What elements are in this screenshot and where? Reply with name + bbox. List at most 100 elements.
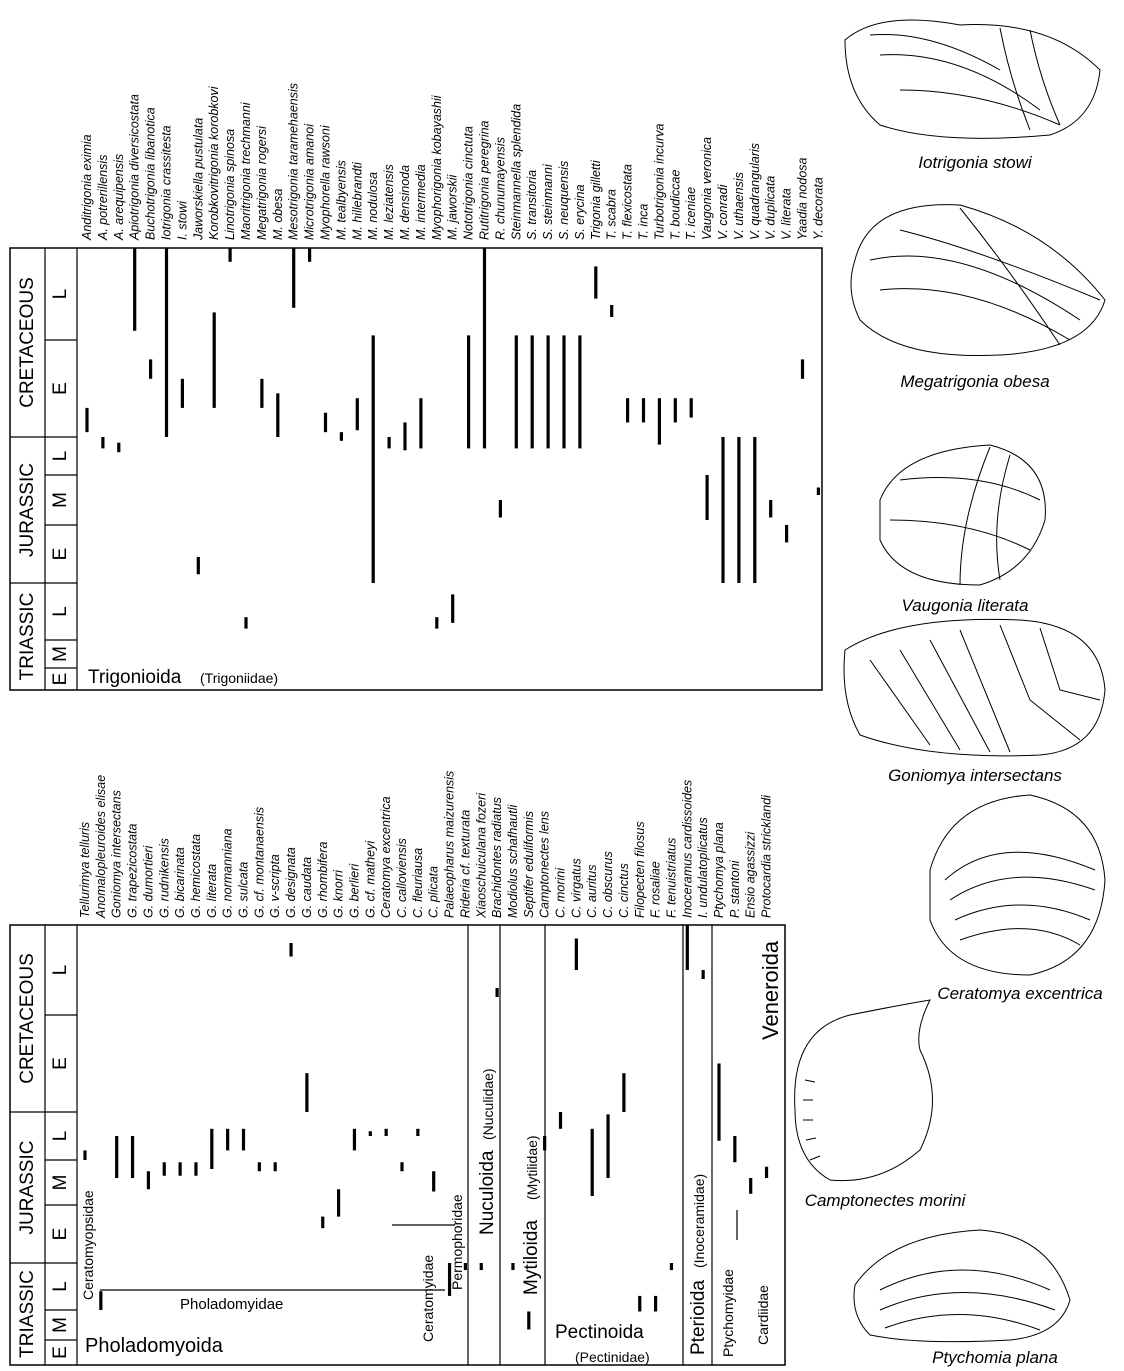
taxon-label: Modiolus schafhautli — [506, 804, 520, 918]
taxon-label: Palaeopharus maizurensis — [443, 771, 457, 918]
taxon-label: Rideria cf. texturata — [458, 810, 472, 918]
taxon-label: G. dumortieri — [141, 845, 155, 918]
taxon-label: Mesotrigonia taramehaensis — [287, 83, 301, 240]
taxon-label: I. undulatoplicatus — [696, 817, 710, 918]
range-bar — [213, 312, 216, 408]
taxon-label: C. auritus — [585, 865, 599, 919]
range-bar — [480, 1263, 483, 1270]
taxon-label: V. uthaensis — [732, 172, 746, 240]
range-bar — [785, 525, 788, 542]
group-label: (Pectinidae) — [575, 1349, 650, 1365]
range-bar — [467, 335, 470, 448]
taxon-label: Myophorella rawsoni — [319, 124, 333, 240]
panel-frame — [10, 248, 822, 690]
range-bar — [292, 248, 295, 308]
taxon-label: V. duplicata — [764, 176, 778, 240]
range-bar — [527, 1312, 530, 1330]
taxon-label: M. jaworskii — [446, 173, 460, 240]
range-bar — [706, 475, 709, 520]
range-bar — [353, 1129, 356, 1151]
range-bar — [369, 1131, 372, 1136]
taxon-label: T. inca — [637, 204, 651, 240]
range-bar — [117, 443, 120, 453]
range-bar — [531, 335, 534, 448]
taxon-label: G. trapezicostata — [126, 823, 140, 918]
figure-caption: Megatrigonia obesa — [900, 372, 1049, 391]
group-label: (Inoceramidae) — [691, 1174, 707, 1268]
epoch-label: E — [50, 673, 71, 686]
range-bar — [276, 393, 279, 437]
taxon-label: Ensio agassizzi — [744, 831, 758, 918]
range-bar — [610, 305, 613, 317]
range-bar — [337, 1189, 340, 1216]
epoch-label: L — [50, 451, 71, 462]
range-bar — [769, 500, 772, 518]
figure-caption: Ceratomya excentrica — [937, 984, 1102, 1003]
range-bar — [749, 1178, 752, 1194]
taxon-label: Camptonectes lens — [538, 811, 552, 918]
taxon-label: Steinmannella splendida — [509, 104, 523, 240]
taxon-label: G. rhombifera — [316, 842, 330, 918]
group-label: Veneroida — [758, 940, 783, 1040]
range-bar — [670, 1263, 673, 1270]
taxon-label: R. chunumayensis — [493, 137, 507, 240]
group-label: Cardiidae — [755, 1285, 771, 1345]
taxon-label: Inoceramus cardissoides — [680, 780, 694, 918]
taxon-label: Brachidontes radiatus — [490, 797, 504, 918]
taxon-label: Yaadia nodosa — [796, 157, 810, 240]
taxon-label: Maoritrigonia trechmanni — [239, 101, 253, 240]
range-bar — [737, 437, 740, 583]
shell-drawings — [795, 20, 1105, 1342]
range-bar — [435, 617, 438, 628]
figure-caption: Goniomya intersectans — [888, 766, 1062, 785]
range-bar — [340, 432, 343, 441]
taxon-label: C. morini — [554, 867, 568, 918]
taxon-label: G. berlieri — [347, 863, 361, 918]
range-bar — [194, 1162, 197, 1176]
taxon-label: Septifer eduliformis — [522, 811, 536, 918]
range-bar — [658, 398, 661, 444]
taxon-label: G. literata — [205, 864, 219, 918]
range-bar — [717, 1064, 720, 1141]
range-bar — [622, 1073, 625, 1112]
figure: EMLTRIASSICEMLJURASSICELCRETACEOUSAnditr… — [0, 0, 1124, 1371]
taxon-label: C. fleuriausa — [411, 848, 425, 918]
taxon-label: Iotrigonia crassitesta — [160, 125, 174, 240]
taxon-label: G. caudata — [300, 857, 314, 918]
taxon-label: Linotrigonia spinosa — [223, 129, 237, 240]
period-label: TRIASSIC — [17, 1270, 38, 1358]
range-bar — [654, 1296, 657, 1312]
range-bar — [274, 1162, 277, 1171]
range-bar — [578, 335, 581, 448]
taxon-label: G. bicarinata — [173, 847, 187, 918]
taxon-label: M. hillebrandti — [350, 161, 364, 240]
epoch-label: L — [50, 1281, 71, 1292]
group-label: (Nuculidae) — [480, 1068, 496, 1140]
taxon-label: T. iceniae — [684, 187, 698, 240]
epoch-label: E — [50, 1228, 71, 1241]
range-bar — [289, 943, 292, 957]
range-bar — [515, 335, 518, 448]
taxon-label: C. calloviensis — [395, 838, 409, 918]
group-label: (Mytilidae) — [524, 1135, 540, 1200]
taxon-label: A. potrerillensis — [96, 155, 110, 241]
epoch-label: M — [50, 1317, 71, 1333]
taxon-label: Megatrigonia rogersi — [255, 125, 269, 240]
panel-frame — [10, 925, 785, 1365]
taxon-label: S. steinmanni — [541, 163, 555, 240]
range-bar — [85, 408, 88, 432]
figure-caption: Camptonectes morini — [805, 1191, 967, 1210]
range-bar — [356, 398, 359, 430]
taxon-label: Anditrigonia eximia — [80, 134, 94, 241]
taxon-label: M. obesa — [271, 189, 285, 240]
range-bar — [702, 970, 705, 979]
taxon-label: Ptychomya plana — [712, 822, 726, 918]
group-label: Pterioida — [688, 1280, 709, 1355]
figure-caption: Iotrigonia stowi — [918, 153, 1033, 172]
range-bar — [594, 266, 597, 298]
range-bar — [559, 1112, 562, 1129]
range-bar — [388, 437, 391, 448]
group-label: Ceratomyopsidae — [80, 1190, 96, 1300]
range-bar — [99, 1291, 102, 1310]
epoch-label: M — [50, 646, 71, 662]
